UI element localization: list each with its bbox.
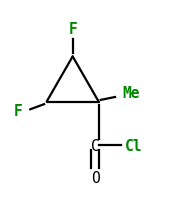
Text: C: C — [91, 138, 99, 153]
Text: F: F — [14, 104, 22, 119]
Text: F: F — [68, 22, 77, 37]
Text: Cl: Cl — [125, 138, 143, 153]
Text: Me: Me — [123, 85, 140, 100]
Text: O: O — [91, 170, 99, 185]
